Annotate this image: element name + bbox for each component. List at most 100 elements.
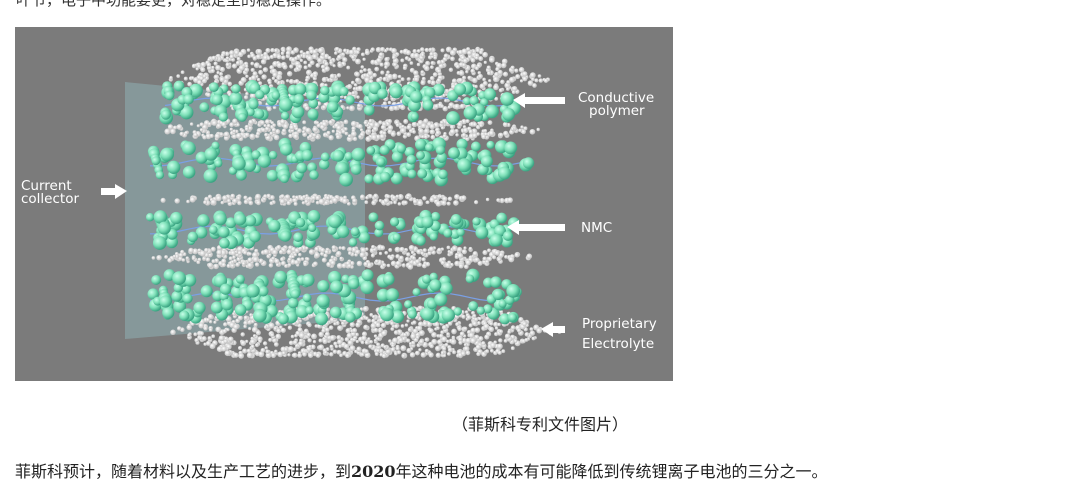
electrolyte-dot <box>418 262 422 267</box>
electrolyte-dot <box>346 106 350 110</box>
electrolyte-dot <box>359 316 364 321</box>
electrolyte-dot <box>331 245 337 250</box>
electrolyte-dot <box>384 250 389 255</box>
electrolyte-dot <box>314 252 320 259</box>
electrolyte-dot <box>430 80 436 86</box>
electrolyte-dot <box>364 200 369 205</box>
nmc-particle <box>377 88 388 99</box>
electrolyte-dot <box>451 328 457 335</box>
electrolyte-dot <box>465 70 469 74</box>
electrolyte-dot <box>494 96 499 101</box>
electrolyte-dot <box>341 246 346 251</box>
battery-structure-figure: Conductive polymer Current collector NMC… <box>15 27 673 381</box>
electrolyte-dot <box>346 65 351 70</box>
electrolyte-dot <box>428 246 435 252</box>
arrow-icon <box>513 93 565 108</box>
nmc-particle <box>348 238 358 247</box>
arrow-icon <box>541 322 565 337</box>
electrolyte-dot <box>282 64 288 70</box>
electrolyte-dot <box>449 250 454 255</box>
electrolyte-dot <box>267 80 272 85</box>
electrolyte-dot <box>477 71 482 75</box>
nmc-particle <box>379 171 391 183</box>
electrolyte-dot <box>515 74 521 80</box>
electrolyte-dot <box>243 95 249 100</box>
electrolyte-dot <box>511 85 518 92</box>
electrolyte-dot <box>266 56 271 60</box>
electrolyte-dot <box>404 56 409 61</box>
electrolyte-dot <box>364 340 369 345</box>
electrolyte-dot <box>334 344 339 349</box>
electrolyte-dot <box>341 263 347 269</box>
nmc-particle <box>172 271 186 285</box>
nmc-particle <box>490 276 502 288</box>
electrolyte-dot <box>361 331 368 337</box>
electrolyte-dot <box>364 50 370 56</box>
electrolyte-dot <box>332 197 338 204</box>
electrolyte-dot <box>298 340 304 347</box>
electrolyte-dot <box>452 350 457 355</box>
electrolyte-dot <box>338 246 342 250</box>
electrolyte-dot <box>346 201 351 206</box>
electrolyte-dot <box>463 246 467 250</box>
electrolyte-dot <box>183 76 188 81</box>
electrolyte-dot <box>329 344 334 349</box>
electrolyte-dot <box>255 330 261 336</box>
electrolyte-dot <box>234 50 239 55</box>
electrolyte-dot <box>470 337 477 344</box>
electrolyte-dot <box>493 84 499 91</box>
electrolyte-dot <box>318 331 324 338</box>
electrolyte-dot <box>199 331 204 336</box>
electrolyte-dot <box>427 250 432 256</box>
electrolyte-dot <box>370 253 375 258</box>
label-electrolyte-line1: Proprietary <box>582 316 657 332</box>
nmc-particle <box>219 237 230 249</box>
electrolyte-dot <box>289 64 294 69</box>
electrolyte-dot <box>478 56 484 62</box>
electrolyte-dot <box>321 76 328 83</box>
electrolyte-dot <box>388 339 392 343</box>
electrolyte-dot <box>373 193 379 199</box>
electrolyte-dot <box>384 65 388 69</box>
electrolyte-dot <box>426 200 430 205</box>
electrolyte-dot <box>467 75 472 80</box>
electrolyte-dot <box>457 326 462 332</box>
nmc-particle <box>211 141 220 150</box>
electrolyte-dot <box>347 339 354 346</box>
electrolyte-dot <box>449 49 456 56</box>
electrolyte-dot <box>495 66 500 72</box>
electrolyte-dot <box>428 47 433 52</box>
electrolyte-dot <box>312 126 319 133</box>
electrolyte-dot <box>167 124 174 130</box>
electrolyte-dot <box>362 68 367 72</box>
nmc-particle <box>214 159 223 168</box>
electrolyte-dot <box>369 339 373 344</box>
electrolyte-dot <box>424 47 429 53</box>
label-conductive-polymer-line2: polymer <box>589 103 645 119</box>
electrolyte-dot <box>332 349 338 354</box>
electrolyte-dot <box>254 248 259 253</box>
electrolyte-dot <box>202 135 207 140</box>
electrolyte-dot <box>221 258 227 264</box>
electrolyte-dot <box>472 133 478 139</box>
electrolyte-dot <box>352 328 358 333</box>
electrolyte-dot <box>351 55 356 60</box>
electrolyte-dot <box>213 61 218 66</box>
nmc-particle <box>305 306 314 315</box>
electrolyte-dot <box>373 334 378 338</box>
electrolyte-dot <box>434 321 440 327</box>
electrolyte-dot <box>258 339 262 343</box>
electrolyte-dot <box>465 119 470 124</box>
electrolyte-dot <box>224 74 230 81</box>
electrolyte-dot <box>269 131 274 136</box>
electrolyte-dot <box>386 194 391 199</box>
electrolyte-dot <box>488 130 495 136</box>
nmc-particle <box>475 226 489 240</box>
nmc-particle <box>231 84 241 94</box>
nmc-particle <box>274 270 288 284</box>
nmc-particle <box>173 80 185 92</box>
nmc-particle <box>374 220 385 231</box>
electrolyte-dot <box>348 105 355 112</box>
nmc-particle <box>407 169 417 179</box>
nmc-particle <box>232 156 246 171</box>
